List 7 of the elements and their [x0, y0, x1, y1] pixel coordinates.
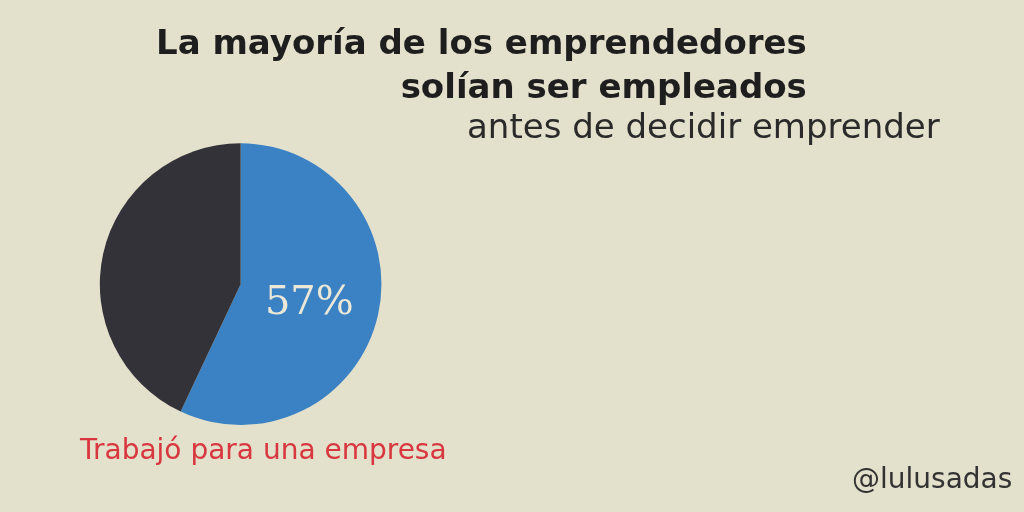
text: @lulusadas: [852, 462, 1013, 495]
slice-label: Trabajó para una empresa: [79, 433, 447, 466]
pie-slice: [99, 143, 241, 412]
text: antes de decidir emprender: [467, 106, 940, 146]
data-label: 57%: [264, 276, 354, 323]
chart-title: La mayoría de los emprendedores solían ser empleados: [156, 22, 807, 107]
pie-slice: [180, 143, 382, 425]
